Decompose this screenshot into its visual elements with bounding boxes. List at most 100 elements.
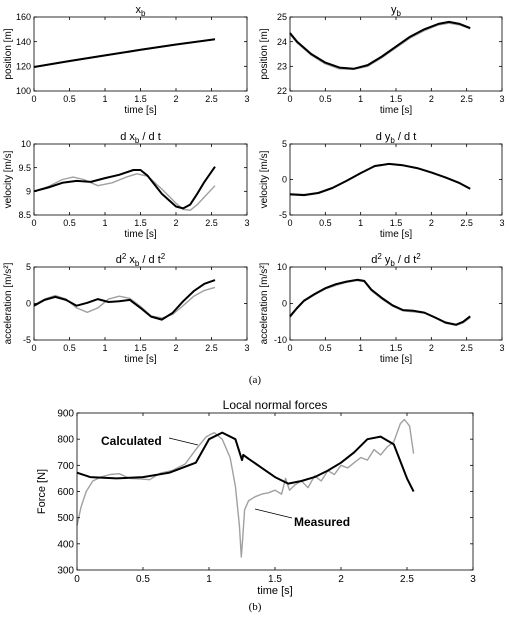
y-axis-label: position [m] xyxy=(3,28,14,79)
y-axis-label: position [m] xyxy=(259,28,270,79)
y-tick-label: 10 xyxy=(21,139,31,149)
title-sub: b xyxy=(390,259,395,268)
series-line-calculated xyxy=(76,431,415,492)
x-tick-label: 1 xyxy=(358,94,363,104)
x-tick-label: 2.5 xyxy=(460,94,473,104)
x-axis-label: time [s] xyxy=(380,354,412,365)
x-axis-label: time [s] xyxy=(124,354,156,365)
y-axis-label: Force [N] xyxy=(36,469,48,514)
title-sub: b xyxy=(397,9,402,18)
title-tail: / d t xyxy=(139,254,160,266)
y-tick-label: 300 xyxy=(57,566,74,577)
title-mid: y xyxy=(382,254,391,266)
x-tick-label: 1.5 xyxy=(134,343,147,353)
x-tick-label: 1.5 xyxy=(268,574,282,585)
chart-title: Local normal forces xyxy=(223,398,328,412)
x-tick-label: 1.5 xyxy=(390,218,403,228)
y-tick-label: 0 xyxy=(26,299,31,309)
x-tick-label: 2.5 xyxy=(205,343,218,353)
title-sup: 2 xyxy=(122,252,127,261)
series-line-black xyxy=(33,166,216,210)
series-line-black xyxy=(33,38,216,68)
x-tick-label: 0 xyxy=(31,94,36,104)
caption-b: (b) xyxy=(249,601,262,613)
x-tick-label: 1 xyxy=(358,218,363,228)
x-tick-label: 0.5 xyxy=(319,218,332,228)
y-tick-label: 900 xyxy=(57,409,74,420)
title-text: d xyxy=(371,254,377,266)
y-tick-label: 500 xyxy=(57,513,74,524)
x-tick-label: 1 xyxy=(206,574,212,585)
x-tick-label: 1 xyxy=(102,94,107,104)
x-tick-label: 3 xyxy=(470,574,476,585)
annotation-measured: Measured xyxy=(294,515,350,529)
y-tick-label: -5 xyxy=(23,335,31,345)
title-tail: / d t xyxy=(395,254,416,266)
title-sub: b xyxy=(135,136,140,145)
x-tick-label: 0 xyxy=(74,574,80,585)
x-tick-label: 2 xyxy=(173,343,178,353)
annotation-measured-leader xyxy=(254,508,293,519)
series-line-gray xyxy=(289,163,471,196)
title-sup: 2 xyxy=(377,252,382,261)
y-tick-label: 120 xyxy=(16,61,31,71)
y-tick-label: 22 xyxy=(277,86,287,96)
x-axis-label: time [s] xyxy=(257,585,292,597)
title-text: d xyxy=(116,254,122,266)
series-line-measured xyxy=(76,418,415,558)
y-axis-label: acceleration [m/s²] xyxy=(3,262,14,344)
caption-a: (a) xyxy=(249,374,262,386)
x-tick-label: 3 xyxy=(244,94,249,104)
x-axis-label: time [s] xyxy=(380,105,412,116)
x-tick-label: 2 xyxy=(173,218,178,228)
title-tail: / d t xyxy=(139,131,160,143)
y-tick-label: 100 xyxy=(16,86,31,96)
series-line-gray xyxy=(33,286,216,319)
series-line-black xyxy=(289,162,471,197)
title-mid: x xyxy=(126,254,135,266)
chart-yb: 0 0.5 1 1.5 2 2.5 3 22 23 24 25 time [s] position [m… xyxy=(259,4,505,116)
chart-xb: 0 0.5 1 1.5 2 2.5 3 100 120 140 160 time [s] positio… xyxy=(3,4,250,116)
x-tick-label: 3 xyxy=(499,94,504,104)
x-tick-label: 2.5 xyxy=(205,94,218,104)
y-tick-label: 0 xyxy=(282,175,287,185)
y-axis-label: velocity [m/s] xyxy=(3,150,14,208)
y-tick-label: 800 xyxy=(57,435,74,446)
y-tick-label: 9 xyxy=(26,186,31,196)
x-tick-label: 0 xyxy=(287,343,292,353)
axes-box xyxy=(289,143,503,216)
y-tick-label: 0 xyxy=(282,299,287,309)
chart-dxb: 0 0.5 1 1.5 2 2.5 3 8.5 9 9.5 10 time [s] velocity [… xyxy=(3,131,250,240)
title-text: d y xyxy=(376,131,391,143)
x-tick-label: 2 xyxy=(429,343,434,353)
x-tick-label: 0.5 xyxy=(136,574,150,585)
chart-title: d xb / d t xyxy=(120,131,161,145)
y-axis-label: velocity [m/s] xyxy=(259,150,270,208)
y-tick-label: -10 xyxy=(274,335,287,345)
x-axis-label: time [s] xyxy=(124,229,156,240)
chart-title: d2 yb / d t2 xyxy=(371,252,421,268)
series-line-gray xyxy=(33,173,216,211)
x-tick-label: 1 xyxy=(102,218,107,228)
y-tick-label: 5 xyxy=(282,139,287,149)
axes-box xyxy=(33,266,248,341)
x-tick-label: 0 xyxy=(31,343,36,353)
x-tick-label: 2.5 xyxy=(205,218,218,228)
y-tick-label: 5 xyxy=(26,262,31,272)
title-sub: b xyxy=(390,136,395,145)
x-tick-label: 0 xyxy=(31,218,36,228)
title-text: x xyxy=(136,4,142,16)
x-tick-label: 3 xyxy=(244,218,249,228)
x-axis-label: time [s] xyxy=(380,229,412,240)
x-tick-label: 3 xyxy=(499,343,504,353)
title-text: d x xyxy=(120,131,135,143)
y-tick-label: 24 xyxy=(277,37,287,47)
y-tick-label: 8.5 xyxy=(18,210,31,220)
x-tick-label: 0 xyxy=(287,94,292,104)
x-tick-label: 0.5 xyxy=(63,343,76,353)
y-tick-label: 400 xyxy=(57,539,74,550)
